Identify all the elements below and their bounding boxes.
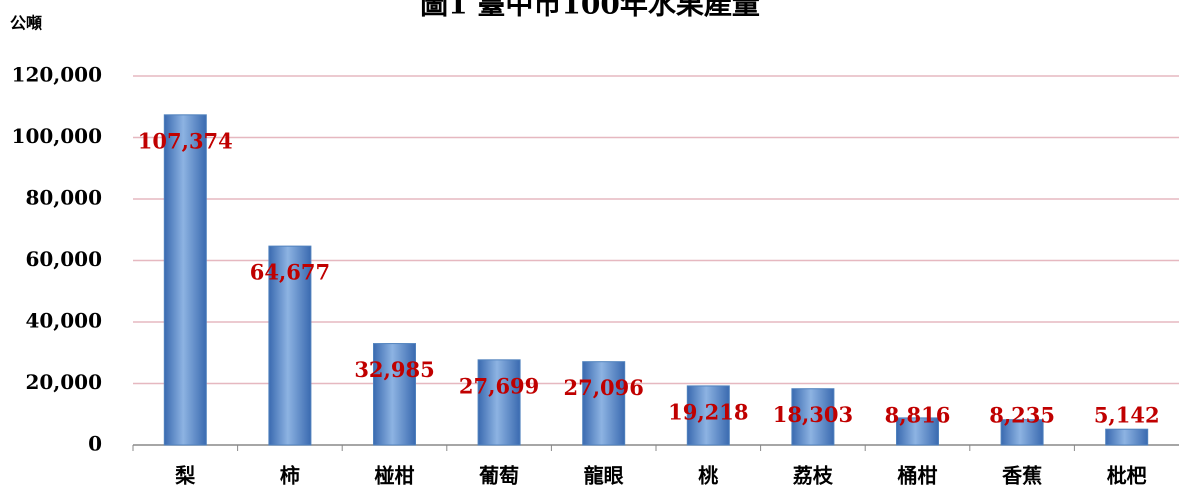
- x-tick-label: 桃: [698, 464, 718, 488]
- bar: [896, 417, 939, 446]
- y-tick-label: 120,000: [12, 63, 102, 87]
- data-label: 19,218: [668, 399, 748, 424]
- y-tick-label: 80,000: [25, 186, 102, 210]
- bar: [582, 361, 626, 446]
- x-tick-label: 枇杷: [1107, 464, 1147, 488]
- data-label: 107,374: [138, 128, 233, 153]
- y-tick-label: 40,000: [25, 309, 102, 333]
- x-tick-label: 葡萄: [478, 464, 519, 488]
- data-label: 8,816: [885, 403, 951, 428]
- chart-title: 圖1 臺中市100年水果產量: [420, 0, 760, 21]
- x-tick-label: 桶柑: [898, 464, 938, 488]
- data-label: 5,142: [1094, 403, 1160, 428]
- bar: [1105, 428, 1149, 446]
- y-axis-label: 公噸: [10, 14, 42, 33]
- x-tick-label: 椪柑: [375, 464, 415, 488]
- x-tick-label: 龍眼: [584, 464, 624, 488]
- x-tick-label: 香蕉: [1002, 464, 1042, 488]
- bar: [686, 385, 730, 446]
- y-tick-label: 0: [88, 432, 102, 456]
- x-tick-label: 梨: [175, 464, 196, 488]
- y-tick-label: 20,000: [25, 370, 102, 394]
- data-label: 64,677: [250, 260, 330, 285]
- data-label: 8,235: [989, 403, 1055, 428]
- y-tick-label: 60,000: [25, 247, 102, 271]
- bar: [373, 343, 416, 446]
- bar: [163, 114, 207, 446]
- x-tick-label: 荔枝: [793, 464, 834, 488]
- bar: [1000, 419, 1044, 446]
- data-label: 27,699: [459, 373, 539, 398]
- x-tick-label: 柿: [280, 464, 300, 488]
- y-tick-label: 100,000: [12, 124, 102, 148]
- bar: [791, 388, 835, 446]
- data-label: 18,303: [773, 402, 853, 427]
- bar: [268, 245, 312, 446]
- data-label: 27,096: [564, 375, 644, 400]
- data-label: 32,985: [354, 357, 434, 382]
- bar: [477, 359, 521, 446]
